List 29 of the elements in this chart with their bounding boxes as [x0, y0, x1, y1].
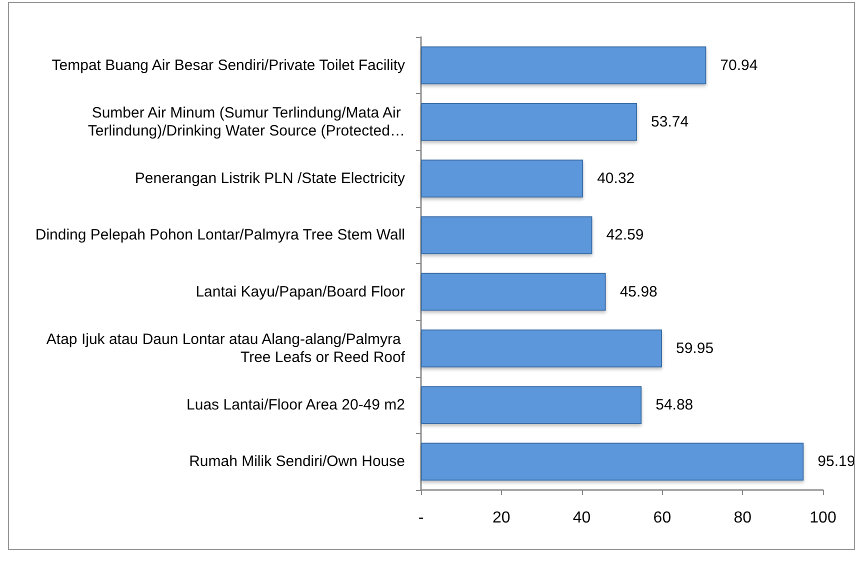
data-label: 42.59 — [606, 226, 644, 244]
y-tick-label: Sumber Air Minum (Sumur Terlindung/Mata Air Terlindung)/Drinking Water Source (Protected… — [88, 104, 405, 140]
data-label: 45.98 — [620, 283, 658, 300]
x-tick-label: 40 — [572, 510, 591, 526]
y-tick-label: Lantai Kayu/Papan/Board Floor — [196, 283, 405, 300]
data-label: 40.32 — [597, 170, 635, 188]
data-label: 53.74 — [651, 113, 689, 130]
bar — [421, 329, 662, 368]
y-tick-label: Dinding Pelepah Pohon Lontar/Palmyra Tree Stem Wall — [35, 226, 405, 244]
data-label: 70.94 — [720, 56, 758, 74]
bar — [421, 386, 642, 424]
y-tick-label: Luas Lantai/Floor Area 20-49 m2 — [186, 396, 405, 414]
x-tick-label: 60 — [653, 510, 672, 526]
bar — [421, 216, 592, 254]
y-tick-label: Tempat Buang Air Besar Sendiri/Private Toilet Facility — [52, 56, 406, 74]
bar — [421, 160, 584, 198]
y-tick-label: Penerangan Listrik PLN /State Electricity — [134, 170, 406, 188]
bar — [421, 272, 606, 311]
data-label: 59.95 — [676, 340, 714, 357]
x-tick-label: - — [418, 510, 424, 526]
data-label: 54.88 — [656, 396, 694, 414]
bar — [421, 102, 638, 141]
y-tick-label: Atap Ijuk atau Daun Lontar atau Alang-alang/Palmyra Tree Leafs or Reed Roof — [46, 330, 406, 366]
x-tick-label: 20 — [492, 510, 510, 526]
bar — [421, 442, 804, 481]
x-tick-label: 80 — [734, 510, 752, 526]
y-tick-label: Rumah Milik Sendiri/Own House — [189, 453, 405, 470]
bar — [421, 46, 706, 84]
x-tick-label: 100 — [810, 510, 836, 526]
